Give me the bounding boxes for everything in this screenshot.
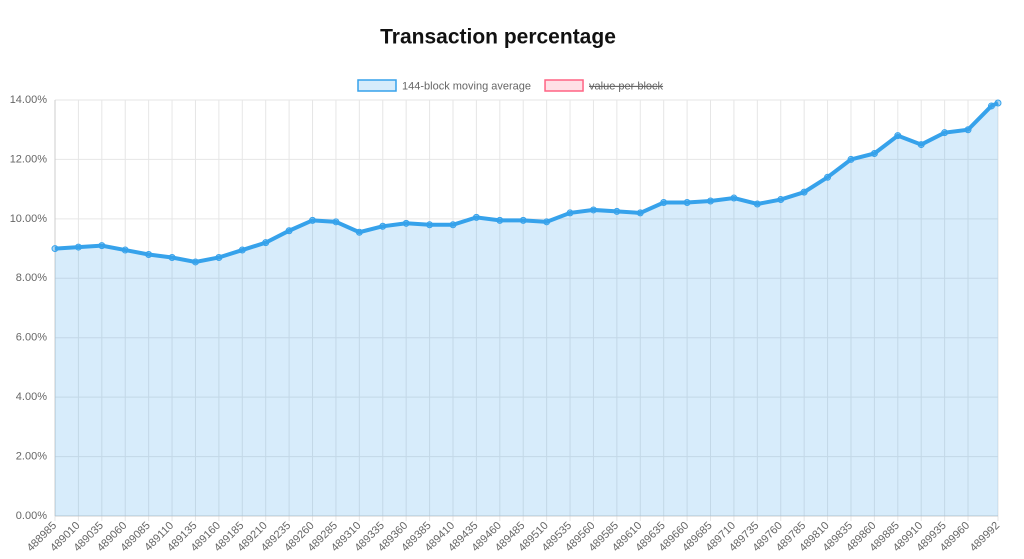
y-tick-label: 8.00% xyxy=(16,272,47,284)
point xyxy=(332,218,340,226)
point xyxy=(870,149,878,157)
legend-label: 144-block moving average xyxy=(402,80,531,92)
point xyxy=(994,99,1002,107)
y-tick-label: 2.00% xyxy=(16,450,47,462)
point xyxy=(74,243,82,251)
x-tick-label: 489992 xyxy=(968,520,1002,554)
point xyxy=(636,209,644,217)
point xyxy=(449,221,457,229)
point xyxy=(379,222,387,230)
point xyxy=(51,245,59,253)
legend-swatch xyxy=(357,79,397,92)
series-line xyxy=(54,101,999,264)
y-tick-label: 14.00% xyxy=(10,94,48,106)
point xyxy=(589,206,597,214)
chart-title: Transaction percentage xyxy=(380,26,616,49)
point xyxy=(309,216,317,224)
point xyxy=(285,227,293,235)
point xyxy=(402,219,410,227)
point xyxy=(660,199,668,207)
point xyxy=(730,194,738,202)
y-tick-label: 12.00% xyxy=(10,153,48,165)
point xyxy=(683,199,691,207)
y-tick-label: 0.00% xyxy=(16,510,47,522)
point xyxy=(777,196,785,204)
point xyxy=(168,253,176,261)
point xyxy=(238,246,246,254)
y-tick-label: 6.00% xyxy=(16,332,47,344)
point xyxy=(215,253,223,261)
point xyxy=(800,188,808,196)
point xyxy=(941,129,949,137)
point xyxy=(426,221,434,229)
point xyxy=(519,216,527,224)
point xyxy=(543,218,551,226)
series-area xyxy=(55,102,998,516)
legend-swatch xyxy=(544,79,584,92)
point xyxy=(145,251,153,259)
point xyxy=(191,258,199,266)
point xyxy=(847,155,855,163)
point xyxy=(355,228,363,236)
point xyxy=(753,200,761,208)
point xyxy=(964,126,972,134)
point xyxy=(262,239,270,247)
point xyxy=(894,132,902,140)
point xyxy=(98,242,106,250)
point xyxy=(496,216,504,224)
y-tick-label: 10.00% xyxy=(10,213,48,225)
point xyxy=(917,141,925,149)
point xyxy=(824,173,832,181)
point xyxy=(707,197,715,205)
point xyxy=(566,209,574,217)
point xyxy=(987,102,995,110)
point xyxy=(472,213,480,221)
y-tick-label: 4.00% xyxy=(16,391,47,403)
point xyxy=(121,246,129,254)
point xyxy=(613,207,621,215)
